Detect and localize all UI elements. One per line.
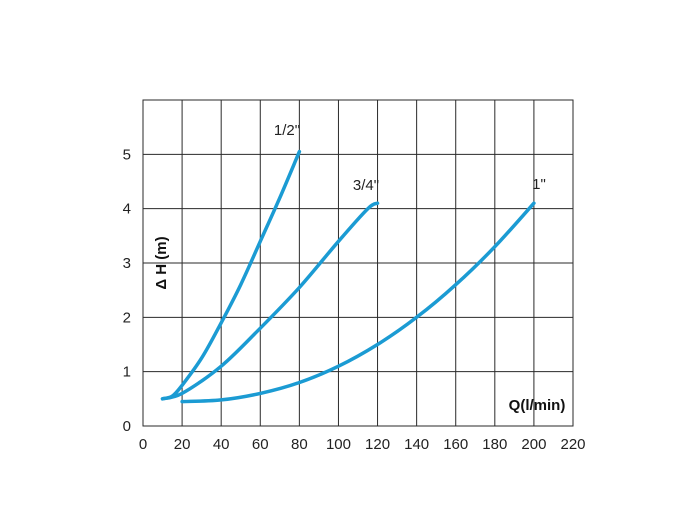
x-tick-label: 0 bbox=[139, 436, 147, 453]
x-tick-label: 40 bbox=[213, 436, 230, 453]
labels: Δ H (m) Q(l/min) 1/2" 3/4" 1" bbox=[153, 122, 565, 414]
series-label-half-inch: 1/2" bbox=[274, 122, 300, 139]
y-tick-label: 5 bbox=[123, 146, 131, 163]
series-line bbox=[160, 201, 380, 401]
series-label-three-quarter-inch: 3/4" bbox=[353, 177, 379, 194]
y-tick-label: 2 bbox=[123, 309, 131, 326]
series-line bbox=[180, 201, 536, 404]
y-tick-label: 4 bbox=[123, 201, 131, 218]
x-tick-label: 100 bbox=[326, 436, 351, 453]
series-label-one-inch: 1" bbox=[532, 176, 546, 193]
x-tick-label: 180 bbox=[482, 436, 507, 453]
x-tick-label: 20 bbox=[174, 436, 191, 453]
x-tick-label: 80 bbox=[291, 436, 308, 453]
y-tick-label: 3 bbox=[123, 255, 131, 272]
x-tick-label: 60 bbox=[252, 436, 269, 453]
series-layer bbox=[160, 149, 536, 404]
x-tick-label: 140 bbox=[404, 436, 429, 453]
x-tick-label: 220 bbox=[560, 436, 585, 453]
x-tick-label: 200 bbox=[521, 436, 546, 453]
tick-labels: 0 20 40 60 80 100 120 140 160 180 200 220 0 1 2 3 4 5 bbox=[123, 146, 586, 453]
y-axis-label: Δ H (m) bbox=[153, 236, 170, 289]
x-axis-label: Q(l/min) bbox=[509, 397, 566, 414]
series-line bbox=[160, 149, 302, 401]
y-tick-label: 0 bbox=[123, 418, 131, 435]
y-tick-label: 1 bbox=[123, 364, 131, 381]
x-tick-label: 160 bbox=[443, 436, 468, 453]
x-tick-label: 120 bbox=[365, 436, 390, 453]
